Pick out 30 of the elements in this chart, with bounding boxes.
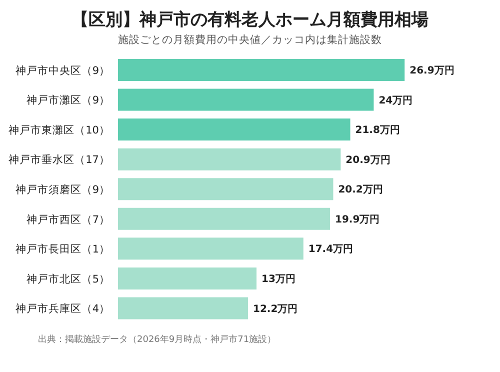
data-label: 21.8万円 (355, 125, 400, 136)
y-tick-label: 神戸市長田区（1） (15, 242, 110, 256)
bar (118, 59, 405, 81)
data-label: 20.9万円 (346, 154, 390, 166)
data-label: 17.4万円 (308, 244, 354, 256)
y-tick-label: 神戸市北区（5） (26, 272, 110, 286)
data-label: 20.2万円 (338, 184, 383, 196)
bar (118, 267, 257, 290)
data-label: 24万円 (378, 95, 413, 106)
chart-subtitle: 施設ごとの月額費用の中央値／カッコ内は集計施設数 (117, 33, 383, 47)
y-tick-label: 神戸市灘区（9） (26, 94, 110, 107)
y-tick-label: 神戸市西区（7） (26, 212, 110, 226)
bar (118, 208, 330, 230)
data-label: 13万円 (262, 274, 296, 285)
source-note: 出典：掲載施設データ（2026年9月時点・神戸市71施設） (38, 334, 278, 346)
data-label: 12.2万円 (252, 304, 298, 315)
y-tick-label: 神戸市中央区（9） (15, 64, 110, 77)
bar (118, 178, 334, 200)
data-label: 26.9万円 (410, 66, 454, 77)
chart-title: 【区別】神戸市の有料老人ホーム月額費用相場 (70, 9, 430, 31)
data-label: 19.9万円 (335, 214, 380, 226)
y-tick-label: 神戸市東灘区（10） (8, 123, 110, 136)
y-tick-label: 神戸市垂水区（17） (8, 153, 110, 166)
bar (118, 118, 350, 141)
bar (118, 238, 304, 260)
bar (118, 148, 341, 170)
bar (118, 88, 374, 111)
bar (118, 297, 248, 320)
y-tick-label: 神戸市兵庫区（4） (15, 302, 110, 316)
y-tick-label: 神戸市須磨区（9） (15, 183, 110, 196)
